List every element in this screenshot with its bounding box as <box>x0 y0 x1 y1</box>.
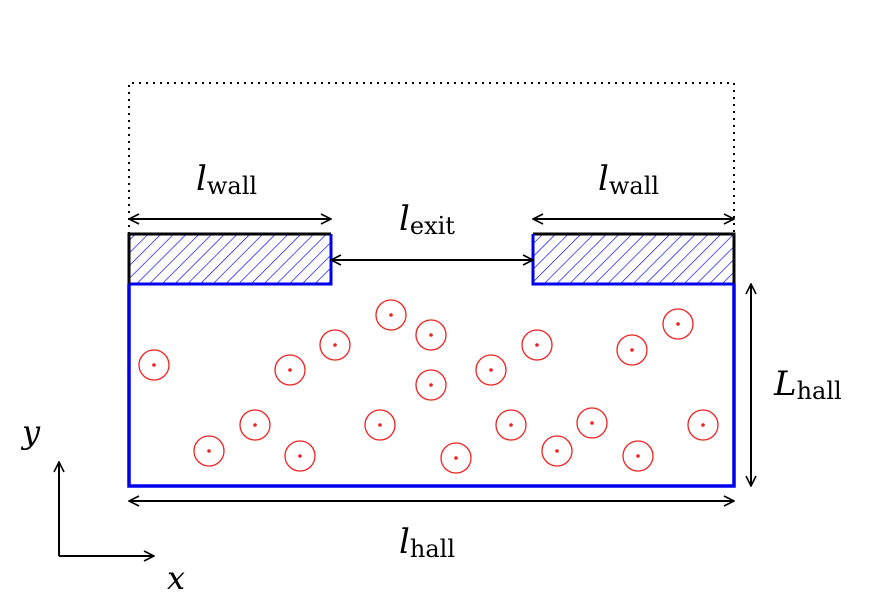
pedestrian <box>542 436 572 466</box>
pedestrian <box>663 309 693 339</box>
pedestrian <box>476 355 506 385</box>
pedestrian <box>577 408 607 438</box>
pedestrian <box>285 441 315 471</box>
pedestrian <box>496 410 526 440</box>
right-wall <box>533 234 734 284</box>
pedestrian <box>416 320 446 350</box>
pedestrian <box>139 350 169 380</box>
pedestrian <box>320 330 350 360</box>
pedestrian <box>617 335 647 365</box>
pedestrian <box>275 355 305 385</box>
x-axis-label: x <box>167 559 185 597</box>
wall-right-label: lwall <box>598 159 659 200</box>
pedestrian <box>240 410 270 440</box>
hall-height-label: Lhall <box>773 364 842 405</box>
pedestrians <box>139 300 718 473</box>
hall-length-label: lhall <box>399 522 455 563</box>
pedestrian <box>623 441 653 471</box>
pedestrian <box>416 370 446 400</box>
wall-left-label: lwall <box>196 159 257 200</box>
pedestrian <box>376 300 406 330</box>
pedestrian <box>194 436 224 466</box>
pedestrian <box>522 330 552 360</box>
pedestrian <box>365 410 395 440</box>
pedestrian <box>688 410 718 440</box>
pedestrian <box>441 443 471 473</box>
left-wall <box>129 234 331 284</box>
y-axis-label: y <box>20 413 41 451</box>
exit-label: lexit <box>399 199 455 240</box>
